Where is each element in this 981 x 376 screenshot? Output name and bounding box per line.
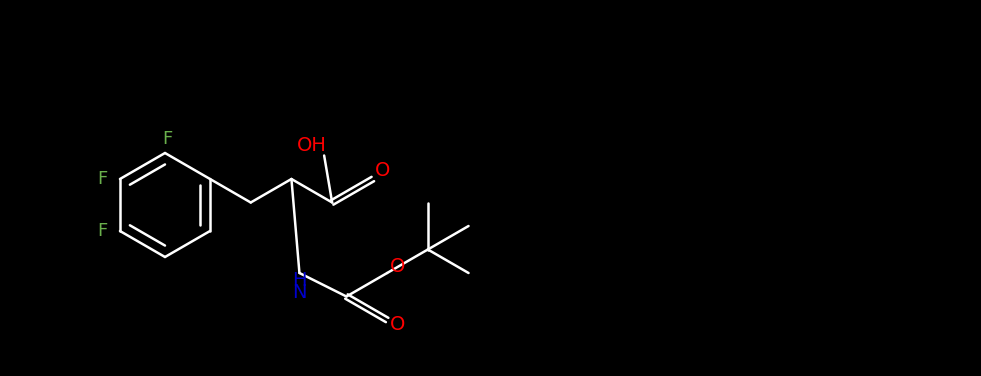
Text: N: N (292, 282, 307, 302)
Text: O: O (389, 258, 405, 276)
Text: O: O (375, 162, 390, 180)
Text: F: F (162, 130, 172, 148)
Text: H: H (292, 271, 307, 291)
Text: F: F (97, 222, 107, 240)
Text: O: O (389, 315, 405, 335)
Text: F: F (97, 170, 107, 188)
Text: OH: OH (297, 136, 327, 155)
